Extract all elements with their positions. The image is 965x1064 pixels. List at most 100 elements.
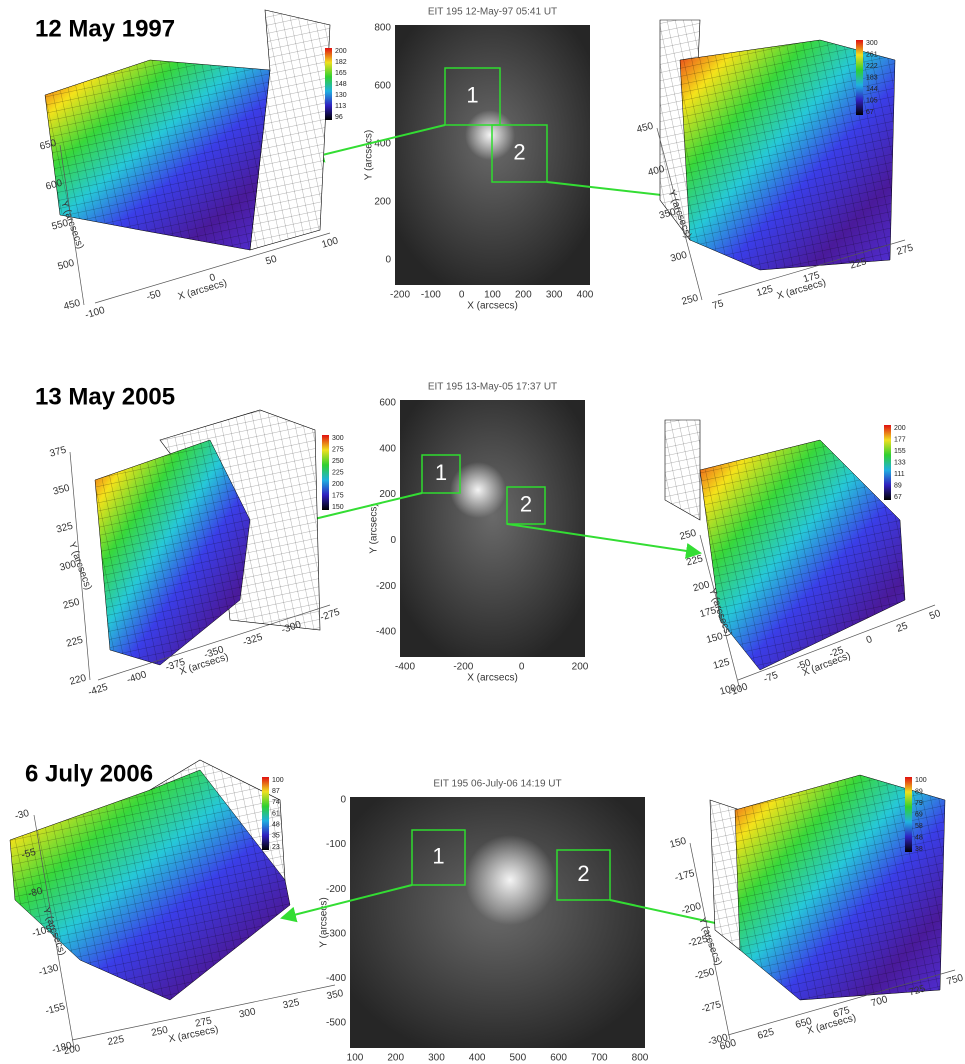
x-tick-label: 650: [794, 1016, 813, 1031]
y-tick-label: -300: [326, 928, 346, 939]
colorbar-label: 130: [335, 92, 347, 99]
x-axis: [727, 969, 956, 1036]
y-tick-label: 250: [679, 528, 698, 543]
x-tick-label: 700: [591, 1053, 608, 1064]
colorbar-label: 182: [335, 59, 347, 66]
y-tick-label: 220: [69, 673, 88, 688]
y-tick-label: 150: [705, 631, 724, 646]
colorbar-label: 61: [272, 810, 280, 817]
y-tick-label: -30: [14, 808, 31, 822]
y-axis: [656, 127, 703, 301]
colorbar-label: 89: [894, 482, 902, 489]
x-tick-label: 225: [849, 256, 869, 271]
x-tick-label: 400: [469, 1053, 486, 1064]
colorbar-label: 225: [332, 469, 344, 476]
x-tick-label: -325: [241, 632, 264, 649]
x-tick-label: -200: [390, 290, 410, 301]
colorbar-label: 165: [335, 70, 347, 77]
y-tick-label: 125: [712, 657, 731, 672]
y-tick-label: -300: [707, 1032, 730, 1048]
colorbar-label: 150: [332, 504, 344, 511]
x-tick-label: 275: [895, 242, 915, 257]
colorbar-label: 183: [866, 74, 878, 81]
x-tick-label: -50: [795, 657, 813, 673]
panel-title: 13 May 2005: [35, 383, 175, 410]
y-axis-label: Y (arcsecs): [369, 503, 380, 553]
colorbar-label: 200: [894, 425, 906, 432]
surface-mesh: [45, 60, 270, 250]
y-tick-label: 400: [374, 139, 391, 150]
arrow: [280, 884, 413, 923]
y-axis: [69, 451, 91, 681]
y-tick-label: 200: [374, 197, 391, 208]
eit-image: [400, 400, 585, 657]
x-tick-label: -50: [145, 288, 162, 303]
colorbar: [856, 40, 863, 115]
x-tick-label: 50: [264, 254, 278, 268]
y-tick-label: 500: [57, 258, 76, 273]
x-tick-label: 300: [546, 290, 563, 301]
y-tick-label: 650: [39, 138, 58, 153]
y-tick-label: 325: [55, 521, 74, 536]
colorbar-label: 177: [894, 436, 906, 443]
y-tick-label: 550: [51, 218, 70, 233]
surface-mesh: [735, 775, 945, 1000]
y-tick-label: -175: [674, 868, 697, 884]
region-box: [556, 849, 611, 901]
arrow: [506, 523, 702, 559]
surface-mesh: [680, 40, 895, 270]
region-box: [421, 454, 461, 494]
y-axis: [59, 144, 85, 306]
x-tick-label: 700: [870, 994, 889, 1009]
x-tick-label: -425: [87, 682, 110, 699]
x-tick-label: -400: [125, 669, 148, 686]
colorbar-label: 250: [332, 458, 344, 465]
colorbar-label: 89: [915, 788, 923, 795]
colorbar-label: 105: [866, 97, 878, 104]
wireframe-mesh: [710, 800, 740, 950]
y-tick-label: 450: [63, 298, 82, 313]
x-axis-label: X (arcsecs): [168, 1024, 220, 1045]
region-box: [411, 829, 466, 886]
colorbar-label: 133: [894, 459, 906, 466]
region-box: [444, 67, 501, 126]
y-tick-label: -130: [38, 962, 61, 978]
panel-title: 12 May 1997: [35, 15, 175, 42]
y-tick-label: -200: [376, 581, 396, 592]
colorbar-label: 79: [915, 800, 923, 807]
colorbar-label: 175: [332, 492, 344, 499]
panel-title: 6 July 2006: [25, 760, 153, 787]
y-tick-label: 250: [681, 293, 700, 308]
x-axis-label: X (arcsecs): [467, 301, 518, 312]
y-tick-label: -100: [326, 839, 346, 850]
colorbar-label: 100: [272, 777, 284, 784]
bright-region: [465, 835, 555, 925]
region-label: 2: [513, 139, 525, 164]
x-tick-label: -25: [828, 645, 846, 661]
colorbar: [905, 777, 912, 852]
x-tick-label: 725: [908, 983, 927, 998]
colorbar-label: 69: [915, 811, 923, 818]
x-tick-label: 675: [832, 1005, 851, 1020]
x-tick-label: 225: [107, 1034, 126, 1048]
y-tick-label: 300: [59, 559, 78, 574]
x-tick-label: 275: [194, 1015, 213, 1029]
region-label: 1: [466, 82, 478, 107]
x-tick-label: 350: [326, 988, 345, 1002]
colorbar-label: 87: [272, 788, 280, 795]
y-tick-label: 600: [379, 398, 396, 409]
x-tick-label: 50: [928, 608, 943, 622]
colorbar-label: 155: [894, 448, 906, 455]
y-tick-label: -250: [694, 966, 717, 982]
image-title: EIT 195 13-May-05 17:37 UT: [428, 382, 557, 393]
y-tick-label: 350: [52, 483, 71, 498]
x-tick-label: -200: [453, 662, 473, 673]
region-label: 2: [520, 491, 532, 516]
x-tick-label: -100: [421, 290, 441, 301]
arrow: [308, 124, 446, 163]
y-tick-label: 800: [374, 23, 391, 34]
x-tick-label: 750: [946, 972, 965, 987]
colorbar-label: 48: [272, 822, 280, 829]
y-tick-label: -200: [680, 901, 703, 917]
x-axis: [717, 239, 906, 296]
